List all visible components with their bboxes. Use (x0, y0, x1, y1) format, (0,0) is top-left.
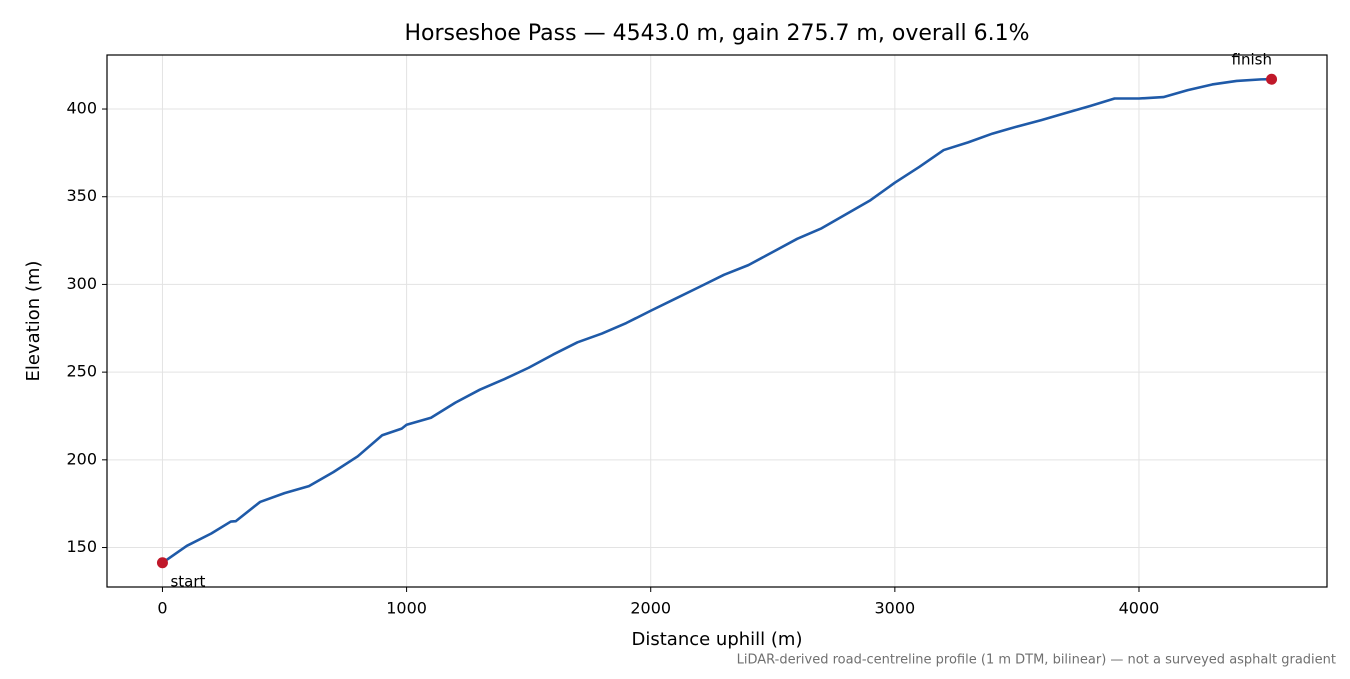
y-tick-label: 300 (66, 274, 97, 293)
chart-title: Horseshoe Pass — 4543.0 m, gain 275.7 m,… (404, 21, 1029, 46)
y-axis-label: Elevation (m) (23, 261, 44, 382)
x-tick-label: 1000 (386, 599, 427, 618)
y-tick-label: 400 (66, 99, 97, 118)
x-axis-label: Distance uphill (m) (632, 629, 803, 650)
x-tick-label: 2000 (630, 599, 671, 618)
line (161, 77, 1272, 564)
marker (1266, 73, 1278, 85)
y-tick-label: 200 (66, 449, 97, 468)
marker (156, 557, 168, 569)
marker-label: start (170, 572, 205, 590)
y-tick-label: 250 (66, 362, 97, 381)
marker-label: finish (1232, 51, 1272, 69)
plot-frame (106, 54, 1328, 588)
footnote: LiDAR-derived road-centreline profile (1… (737, 653, 1336, 668)
x-tick-label: 0 (157, 599, 167, 618)
x-tick-label: 3000 (874, 599, 915, 618)
y-tick-label: 150 (66, 537, 97, 556)
x-tick-label: 4000 (1119, 599, 1160, 618)
y-tick-label: 350 (66, 186, 97, 205)
